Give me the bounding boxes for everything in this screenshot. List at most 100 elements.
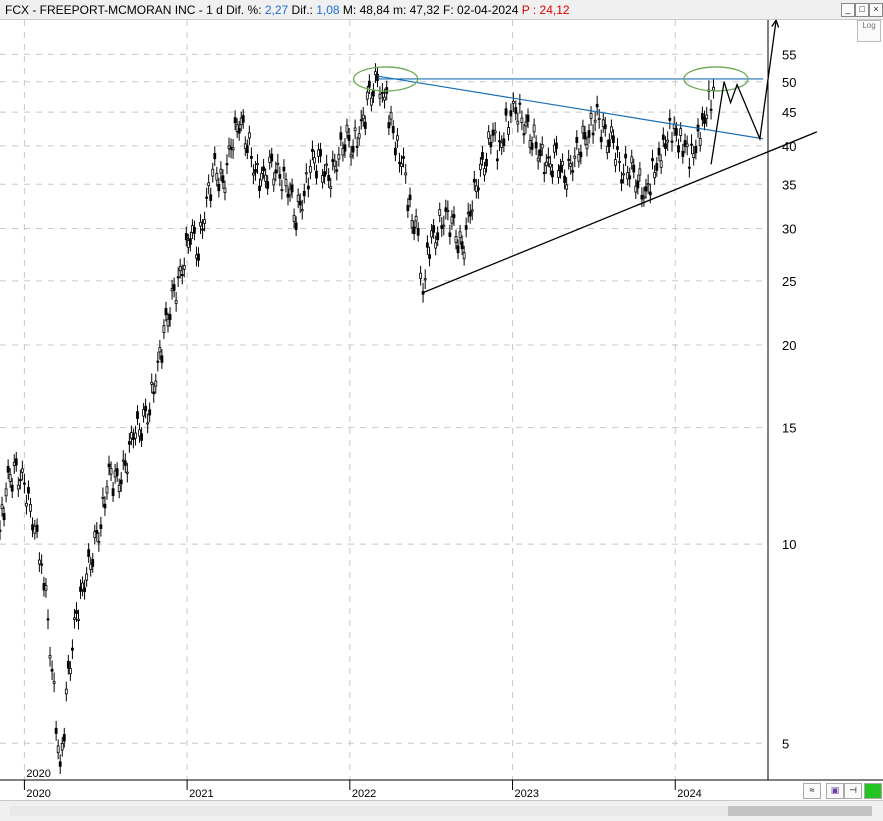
- close-button[interactable]: ×: [869, 3, 883, 17]
- candle-body: [156, 360, 160, 363]
- candle-body: [679, 128, 683, 136]
- candle-body: [416, 228, 420, 236]
- candle-body: [605, 145, 609, 154]
- candle-body: [579, 151, 583, 158]
- candle-body: [664, 143, 667, 150]
- candle-body: [636, 180, 640, 189]
- candle-body: [374, 71, 377, 76]
- horizontal-scrollbar[interactable]: [10, 806, 872, 816]
- dif-value: 1,08: [316, 3, 340, 17]
- candle-body: [404, 172, 408, 176]
- candle-body: [154, 380, 158, 387]
- candle-body: [111, 488, 115, 496]
- scrollbar-thumb[interactable]: [728, 806, 872, 816]
- candle-body: [476, 187, 480, 191]
- candle-body: [365, 91, 369, 100]
- title-bar: FCX - FREEPORT-MCMORAN INC - 1 d Dif. %:…: [0, 0, 883, 20]
- candle-body: [498, 140, 501, 143]
- candle-body: [148, 409, 152, 416]
- candle-body: [54, 727, 58, 734]
- candle-body: [376, 73, 379, 81]
- candle-body: [412, 226, 416, 235]
- candle-body: [119, 479, 123, 485]
- chart-area[interactable]: 5 10 15 20 25 30 35 40 45 50 55 2020 2021 2022 2023 202…: [0, 18, 883, 800]
- candle-body: [507, 127, 510, 135]
- candle-body: [323, 171, 327, 177]
- candle-body: [101, 496, 105, 499]
- candle-body: [107, 463, 111, 468]
- candle-body: [555, 142, 558, 149]
- candle-body: [607, 139, 611, 148]
- candle-body: [423, 278, 427, 281]
- candle-body: [4, 488, 8, 497]
- candle-body: [37, 559, 41, 565]
- candle-body: [27, 487, 30, 494]
- candle-body: [536, 157, 540, 162]
- candle-body: [532, 124, 536, 133]
- candle-body: [452, 214, 456, 218]
- pin-icon[interactable]: ⊣: [844, 783, 862, 799]
- candle-body: [609, 126, 613, 133]
- candle-body: [703, 116, 706, 124]
- candle-body: [105, 486, 109, 494]
- candle-body: [450, 216, 454, 224]
- candle-body: [278, 174, 282, 179]
- candle-body: [103, 503, 107, 509]
- candle-body: [573, 155, 577, 159]
- candle-body: [692, 153, 696, 158]
- candle-body: [304, 172, 308, 175]
- candle-body: [31, 524, 34, 531]
- candle-body: [612, 135, 615, 144]
- candle-body: [648, 191, 652, 196]
- candle-body: [406, 205, 410, 212]
- candle-body: [160, 355, 164, 363]
- candle-body: [64, 688, 68, 695]
- candle-body: [491, 129, 495, 136]
- support-trendline: [422, 131, 818, 294]
- price-chart[interactable]: 5 10 15 20 25 30 35 40 45 50 55 2020 2021 2022 2023 202…: [0, 18, 883, 800]
- candle-body: [383, 96, 386, 101]
- candle-body: [75, 610, 78, 614]
- candle-body: [548, 163, 552, 168]
- candle-body: [262, 166, 265, 172]
- candle-body: [462, 252, 466, 260]
- candle-body: [197, 253, 200, 261]
- candle-body: [329, 186, 333, 190]
- candle-body: [68, 668, 72, 675]
- candle-body: [349, 154, 353, 158]
- candle-body: [546, 156, 550, 159]
- x-tick-label: 2020: [26, 788, 50, 800]
- log-scale-button[interactable]: Log: [857, 20, 881, 42]
- candle-body: [683, 140, 687, 147]
- candle-body: [221, 175, 225, 183]
- candle-body: [172, 284, 176, 291]
- candle-body: [677, 145, 680, 153]
- candle-body: [162, 325, 166, 333]
- candle-body: [129, 432, 133, 439]
- y-tick-label: 55: [782, 47, 796, 62]
- candle-body: [91, 559, 95, 567]
- candle-body: [219, 168, 223, 174]
- candle-body: [14, 458, 18, 466]
- maximize-button[interactable]: □: [855, 3, 869, 17]
- candle-body: [256, 163, 259, 166]
- candle-body: [8, 474, 12, 482]
- wave-icon[interactable]: ≈: [803, 783, 821, 799]
- candle-body: [136, 411, 139, 419]
- candle-body: [402, 156, 405, 159]
- candle-body: [188, 238, 192, 245]
- y-tick-label: 25: [782, 274, 796, 289]
- bottom-toolbar: ≈ ▣ ⊣: [0, 783, 883, 821]
- candle-body: [44, 585, 48, 591]
- y-tick-label: 10: [782, 537, 796, 552]
- minimize-button[interactable]: _: [841, 3, 855, 17]
- date-label: F: 02-04-2024: [443, 3, 519, 17]
- candle-body: [500, 142, 504, 148]
- candle-body: [620, 179, 623, 184]
- candle-body: [33, 526, 37, 534]
- candle-body: [339, 132, 343, 140]
- candle-body: [25, 502, 28, 507]
- candle-body: [357, 133, 361, 139]
- save-icon[interactable]: ▣: [826, 783, 844, 799]
- candle-body: [509, 110, 513, 117]
